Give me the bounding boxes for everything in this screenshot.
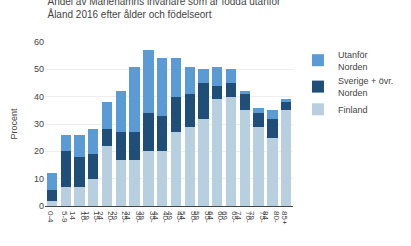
svg-text:15-19: 15-19 [82, 211, 101, 223]
svg-text:20-24: 20-24 [96, 211, 115, 223]
svg-text:10-14: 10-14 [68, 211, 87, 223]
svg-text:50: 50 [34, 64, 44, 74]
svg-text:45-49: 45-49 [165, 211, 184, 223]
svg-text:10: 10 [34, 174, 44, 184]
svg-text:Procent: Procent [9, 108, 19, 140]
svg-text:25-29: 25-29 [110, 211, 129, 223]
svg-text:55-59: 55-59 [192, 211, 211, 223]
svg-text:35-39: 35-39 [137, 211, 156, 223]
svg-text:Andel av Mariehamns invånare s: Andel av Mariehamns invånare som är född… [47, 0, 281, 20]
svg-text:30-34: 30-34 [123, 211, 142, 223]
svg-text:60: 60 [34, 37, 44, 47]
svg-text:40-44: 40-44 [151, 211, 170, 223]
svg-text:UtanförNorden: UtanförNorden [338, 50, 368, 72]
svg-text:0-4: 0-4 [46, 211, 55, 223]
svg-text:Sverige + övr.Norden: Sverige + övr.Norden [338, 76, 393, 98]
svg-text:85+: 85+ [280, 211, 289, 225]
svg-text:40: 40 [34, 92, 44, 102]
svg-text:70-74: 70-74 [234, 211, 253, 223]
svg-text:65-69: 65-69 [220, 211, 239, 223]
svg-text:Finland: Finland [338, 105, 368, 115]
svg-text:30: 30 [34, 119, 44, 129]
svg-text:20: 20 [34, 146, 44, 156]
svg-text:75-79: 75-79 [247, 211, 266, 223]
svg-text:60-64: 60-64 [206, 211, 225, 223]
svg-text:50-54: 50-54 [178, 211, 197, 223]
svg-text:0: 0 [39, 201, 44, 211]
svg-text:5-9: 5-9 [60, 211, 69, 223]
svg-text:80-84: 80-84 [261, 211, 280, 223]
